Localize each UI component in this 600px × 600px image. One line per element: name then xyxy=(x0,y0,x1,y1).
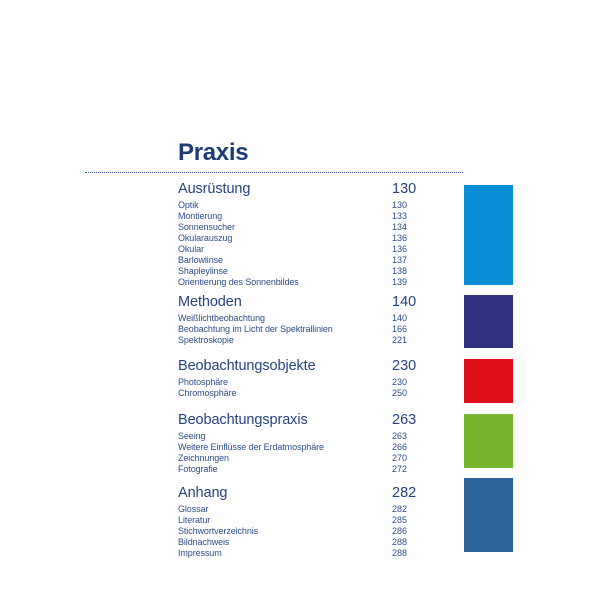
toc-entry-label: Optik xyxy=(178,200,199,210)
toc-section-heading: Beobachtungsobjekte 230 xyxy=(178,358,428,375)
toc-entry-page: 140 xyxy=(392,313,408,323)
toc-entry-label: Photosphäre xyxy=(178,377,228,387)
toc-section-page: 282 xyxy=(392,485,417,501)
toc-entry: Chromosphäre 250 xyxy=(178,388,428,399)
toc-entry-label: Beobachtung im Licht der Spektrallinien xyxy=(178,324,333,334)
toc-section-page: 263 xyxy=(392,412,417,428)
toc-entry-label: Bildnachweis xyxy=(178,537,230,547)
toc-entry-label: Weißlichtbeobachtung xyxy=(178,313,265,323)
section-color-block xyxy=(464,414,513,468)
toc-entry-page: 138 xyxy=(392,266,408,276)
toc-entry-label: Chromosphäre xyxy=(178,388,237,398)
toc-entry-page: 285 xyxy=(392,515,408,525)
toc-entry-label: Okularauszug xyxy=(178,233,233,243)
toc-entry-label: Montierung xyxy=(178,211,223,221)
toc-entry-page: 282 xyxy=(392,504,408,514)
toc-entry-label: Sonnensucher xyxy=(178,222,235,232)
toc-entry-label: Impressum xyxy=(178,548,222,558)
toc-entry: Sonnensucher 134 xyxy=(178,222,428,233)
section-color-block xyxy=(464,295,513,348)
toc-entry: Weißlichtbeobachtung 140 xyxy=(178,313,428,324)
toc-section-heading: Beobachtungspraxis 263 xyxy=(178,412,428,429)
toc-entry-page: 288 xyxy=(392,537,408,547)
toc-entry-page: 133 xyxy=(392,211,408,221)
toc-entry-label: Literatur xyxy=(178,515,211,525)
toc-entry-label: Glossar xyxy=(178,504,209,514)
toc-entry-page: 136 xyxy=(392,244,408,254)
toc-entry-page: 266 xyxy=(392,442,408,452)
toc-section-title: Ausrüstung xyxy=(178,181,251,197)
toc-section-page: 140 xyxy=(392,294,417,310)
section-color-block xyxy=(464,359,513,403)
toc-entry: Weitere Einflüsse der Erdatmosphäre 266 xyxy=(178,442,428,453)
toc-entry-list: Seeing 263 Weitere Einflüsse der Erdatmosp… xyxy=(178,431,428,475)
toc-section-heading: Ausrüstung 130 xyxy=(178,181,428,198)
toc-section-heading: Anhang 282 xyxy=(178,485,428,502)
toc-section-ausruestung: Ausrüstung 130 Optik 130 Montierung 133 Sonn… xyxy=(178,181,428,288)
toc-entry-page: 286 xyxy=(392,526,408,536)
page-title: Praxis xyxy=(178,139,249,166)
toc-entry-page: 250 xyxy=(392,388,408,398)
toc-entry: Orientierung des Sonnenbildes 139 xyxy=(178,277,428,288)
toc-entry-list: Optik 130 Montierung 133 Sonnensucher 134 Okul… xyxy=(178,200,428,288)
toc-entry: Spektroskopie 221 xyxy=(178,335,428,346)
toc-entry: Impressum 288 xyxy=(178,548,428,559)
toc-entry-page: 130 xyxy=(392,200,408,210)
toc-entry-label: Zeichnungen xyxy=(178,453,229,463)
toc-entry-page: 134 xyxy=(392,222,408,232)
toc-entry-list: Weißlichtbeobachtung 140 Beobachtung im Li… xyxy=(178,313,428,346)
toc-entry-label: Fotografie xyxy=(178,464,218,474)
toc-entry-page: 221 xyxy=(392,335,408,345)
toc-section-page: 130 xyxy=(392,181,417,197)
section-color-block xyxy=(464,478,513,552)
toc-entry-label: Shapleylinse xyxy=(178,266,228,276)
toc-entry: Fotografie 272 xyxy=(178,464,428,475)
toc-entry-page: 272 xyxy=(392,464,408,474)
toc-entry: Okular 136 xyxy=(178,244,428,255)
toc-entry: Montierung 133 xyxy=(178,211,428,222)
toc-entry: Glossar 282 xyxy=(178,504,428,515)
toc-entry-list: Glossar 282 Literatur 285 Stichwortverzeichn… xyxy=(178,504,428,559)
toc-entry-label: Weitere Einflüsse der Erdatmosphäre xyxy=(178,442,324,452)
toc-section-title: Methoden xyxy=(178,294,242,310)
toc-entry: Beobachtung im Licht der Spektrallinien 1… xyxy=(178,324,428,335)
toc-entry: Literatur 285 xyxy=(178,515,428,526)
toc-entry-label: Orientierung des Sonnenbildes xyxy=(178,277,299,287)
toc-entry: Okularauszug 136 xyxy=(178,233,428,244)
toc-entry-page: 137 xyxy=(392,255,408,265)
toc-entry: Optik 130 xyxy=(178,200,428,211)
toc-entry-label: Okular xyxy=(178,244,204,254)
toc-section-title: Beobachtungsobjekte xyxy=(178,358,316,374)
toc-entry-page: 230 xyxy=(392,377,408,387)
toc-section-anhang: Anhang 282 Glossar 282 Literatur 285 Stichwo… xyxy=(178,485,428,559)
toc-entry: Shapleylinse 138 xyxy=(178,266,428,277)
toc-entry-label: Stichwortverzeichnis xyxy=(178,526,259,536)
toc-section-heading: Methoden 140 xyxy=(178,294,428,311)
toc-entry: Barlowlinse 137 xyxy=(178,255,428,266)
toc-section-title: Beobachtungspraxis xyxy=(178,412,308,428)
toc-entry-label: Barlowlinse xyxy=(178,255,223,265)
toc-entry: Zeichnungen 270 xyxy=(178,453,428,464)
toc-section-page: 230 xyxy=(392,358,417,374)
section-color-block xyxy=(464,185,513,285)
toc-entry-page: 263 xyxy=(392,431,408,441)
toc-entry-page: 166 xyxy=(392,324,408,334)
toc-section-beobachtungspraxis: Beobachtungspraxis 263 Seeing 263 Weitere … xyxy=(178,412,428,475)
toc-entry: Seeing 263 xyxy=(178,431,428,442)
toc-entry-label: Spektroskopie xyxy=(178,335,234,345)
toc-entry-list: Photosphäre 230 Chromosphäre 250 xyxy=(178,377,428,399)
toc-section-beobachtungsobjekte: Beobachtungsobjekte 230 Photosphäre 230 Ch… xyxy=(178,358,428,399)
toc-section-title: Anhang xyxy=(178,485,228,501)
toc-entry: Photosphäre 230 xyxy=(178,377,428,388)
toc-entry-page: 136 xyxy=(392,233,408,243)
divider-line xyxy=(85,172,463,173)
toc-section-methoden: Methoden 140 Weißlichtbeobachtung 140 Beob… xyxy=(178,294,428,346)
toc-entry-label: Seeing xyxy=(178,431,206,441)
toc-entry: Stichwortverzeichnis 286 xyxy=(178,526,428,537)
toc-entry-page: 270 xyxy=(392,453,408,463)
toc-entry: Bildnachweis 288 xyxy=(178,537,428,548)
toc-entry-page: 288 xyxy=(392,548,408,558)
toc-entry-page: 139 xyxy=(392,277,408,287)
